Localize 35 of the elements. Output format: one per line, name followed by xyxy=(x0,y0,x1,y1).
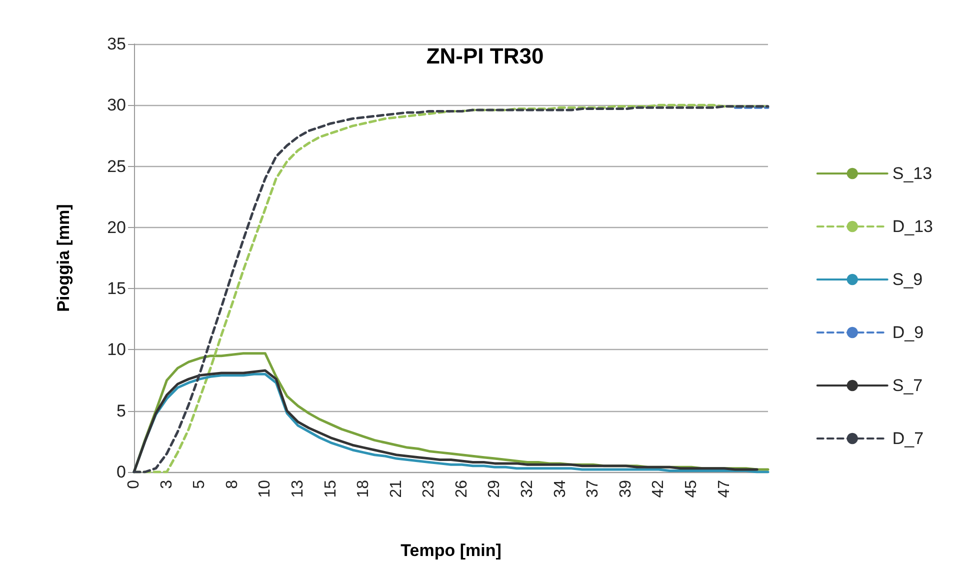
legend-label: D_7 xyxy=(892,429,924,448)
x-tick-label: 45 xyxy=(682,480,700,498)
x-tick-label: 15 xyxy=(322,480,340,498)
x-tick-label: 23 xyxy=(420,480,438,498)
y-tick-label: 30 xyxy=(107,96,126,115)
x-tick-label: 29 xyxy=(486,480,504,498)
x-tick-label: 32 xyxy=(519,480,536,498)
y-tick-label: 15 xyxy=(107,279,126,298)
x-tick-label: 26 xyxy=(453,480,470,498)
x-tick-label: 37 xyxy=(584,480,602,498)
x-tick-label: 21 xyxy=(388,480,405,498)
chart-title: ZN-PI TR30 xyxy=(426,44,544,68)
x-tick-label: 42 xyxy=(650,480,668,498)
y-axis-title: Pioggia [mm] xyxy=(54,204,73,312)
x-tick-label: 13 xyxy=(289,480,306,498)
legend-label: D_13 xyxy=(892,217,933,236)
y-tick-label: 10 xyxy=(107,340,126,360)
y-tick-label: 25 xyxy=(107,156,126,176)
legend-label: S_7 xyxy=(892,376,923,395)
y-tick-label: 5 xyxy=(116,401,126,420)
x-tick-label: 8 xyxy=(224,480,241,489)
x-tick-label: 10 xyxy=(256,480,274,498)
x-tick-label: 0 xyxy=(126,480,142,489)
y-tick-label: 20 xyxy=(107,218,126,237)
x-tick-label: 47 xyxy=(716,480,733,498)
legend-label: D_9 xyxy=(892,323,924,342)
x-axis-title: Tempo [min] xyxy=(400,541,502,560)
legend-label: S_13 xyxy=(892,164,932,183)
legend-label: S_9 xyxy=(892,270,923,289)
x-tick-label: 3 xyxy=(158,480,176,489)
y-tick-label: 35 xyxy=(107,34,126,54)
x-tick-label: 34 xyxy=(552,480,569,498)
x-tick-label: 18 xyxy=(355,480,372,498)
x-tick-label: 39 xyxy=(617,480,634,498)
x-tick-label: 5 xyxy=(191,480,208,489)
